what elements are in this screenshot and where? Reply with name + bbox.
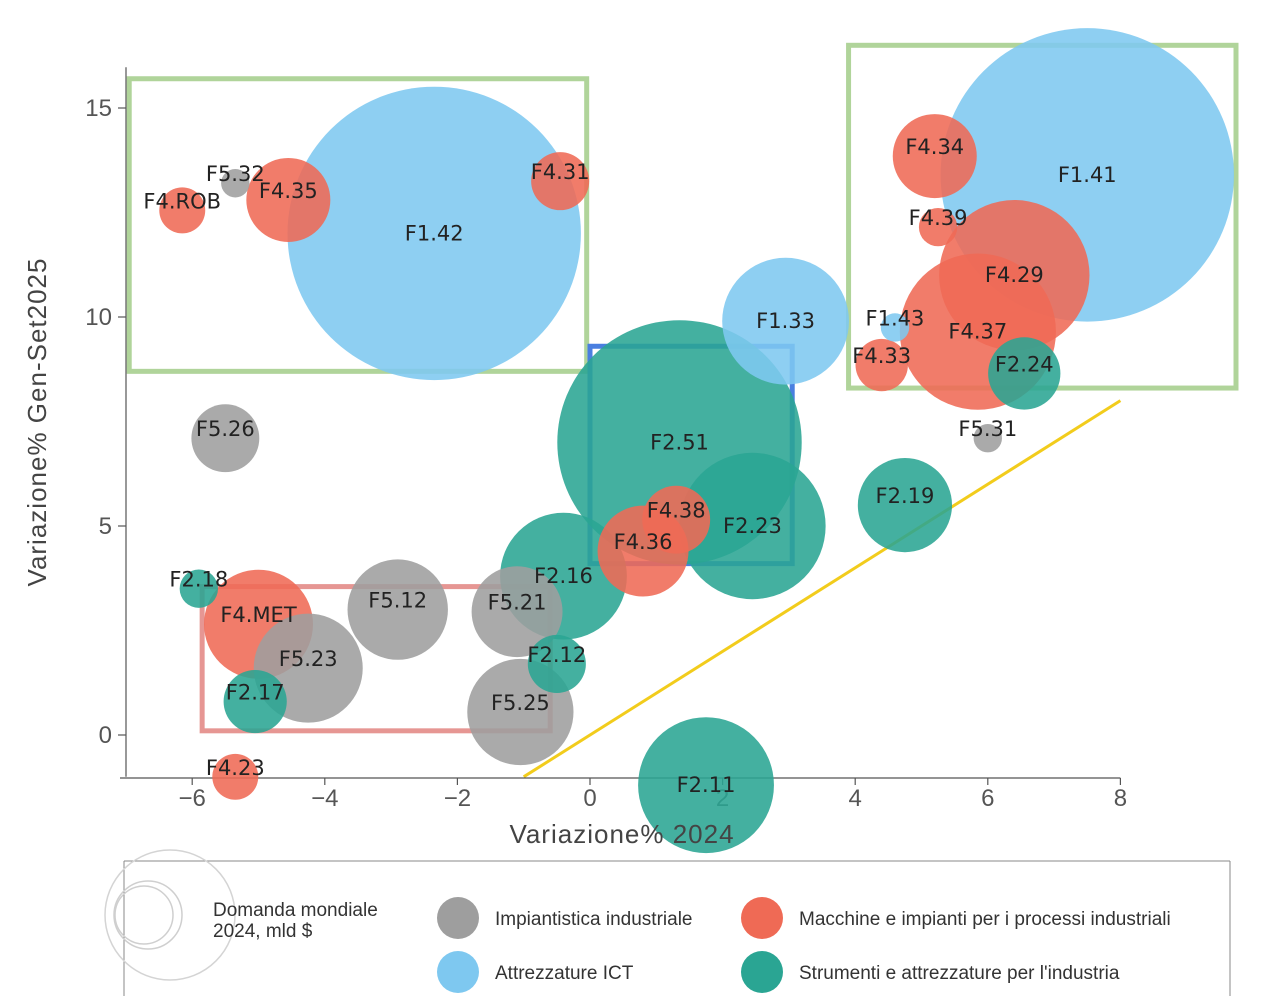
legend-label-teal: Strumenti e attrezzature per l'industria [799,963,1120,984]
y-tick-label: 10 [85,304,112,331]
bubble-f2-17 [223,669,287,734]
highlight-box [126,76,590,374]
x-tick-label: −2 [444,785,471,812]
point-label-f4-rob: F4.ROB [143,189,221,213]
point-label-f2-11: F2.11 [677,773,736,797]
bubble-f4-35 [246,157,331,242]
point-label-f1-41: F1.41 [1058,163,1117,187]
bubble-f2-11 [638,717,774,854]
bubble-f5-21 [471,566,563,658]
bubble-f1-33 [722,257,849,385]
legend: Domanda mondiale 2024, mld $ Impiantisti… [104,849,1231,996]
bubble-f4-39 [918,207,958,247]
point-label-f4-35: F4.35 [259,179,318,203]
point-labels: F1.42 F1.41 F2.51 F1.33 F4.29 F4.37 F2.23 F2.11… [143,135,1116,797]
bubble-f5-32 [221,169,250,198]
point-label-f4-36: F4.36 [614,530,673,554]
point-label-f5-25: F5.25 [491,691,550,715]
reference-line [522,399,1122,779]
x-tick-label: 0 [583,785,596,812]
x-tick-label: −4 [311,785,338,812]
y-tick-label: 0 [99,722,112,749]
bubbles [159,28,1234,854]
bubble-f2-19 [857,458,953,553]
point-label-f2-18: F2.18 [169,568,228,592]
point-label-f2-51: F2.51 [650,430,709,454]
legend-size-title-line1: Domanda mondiale [213,900,378,921]
legend-size-title-line2: 2024, mld $ [213,921,313,942]
x-axis-title: Variazione% 2024 [509,819,734,849]
bubble-f5-12 [347,559,448,660]
point-label-f5-12: F5.12 [368,589,427,613]
x-tick-label: 8 [1114,785,1127,812]
point-label-f4-38: F4.38 [647,499,706,523]
x-tick-label: 4 [849,785,862,812]
point-label-f2-24: F2.24 [995,352,1054,376]
point-label-f1-42: F1.42 [405,221,464,245]
bubble-f5-31 [973,424,1002,453]
point-label-f4-34: F4.34 [905,135,964,159]
point-label-f5-26: F5.26 [196,417,255,441]
legend-entries: Impiantistica industriale Macchine e impi… [437,897,1171,993]
point-label-f4-29: F4.29 [985,263,1044,287]
x-tick-label: 6 [981,785,994,812]
point-label-f4-37: F4.37 [948,320,1007,344]
point-label-f4-23: F4.23 [206,756,265,780]
point-label-f5-23: F5.23 [279,647,338,671]
bubble-f5-26 [191,404,260,473]
point-label-f5-31: F5.31 [958,417,1017,441]
y-tick-label: 5 [99,513,112,540]
point-label-f5-21: F5.21 [488,591,547,615]
point-label-f2-19: F2.19 [876,484,935,508]
bubble-f2-12 [527,634,586,693]
y-axis-title: Variazione% Gen-Set2025 [22,258,52,587]
point-label-f5-32: F5.32 [206,162,265,186]
point-label-f1-43: F1.43 [866,306,925,330]
bubble-f4-33 [855,338,908,392]
point-label-f1-33: F1.33 [756,309,815,333]
bubble-f2-24 [988,337,1061,410]
bubble-f1-42 [287,86,581,381]
point-label-f4-39: F4.39 [909,206,968,230]
bubble-f2-23 [679,452,826,600]
point-label-f2-12: F2.12 [527,643,586,667]
y-tick-label: 15 [85,95,112,122]
legend-label-red: Macchine e impianti per i processi indus… [799,909,1171,930]
bubble-f2-18 [179,569,219,608]
bubble-f4-23 [212,753,259,800]
legend-swatch-red [741,897,783,939]
point-label-f4-met: F4.MET [220,603,297,627]
point-label-f2-17: F2.17 [226,681,285,705]
legend-swatch-blue [437,951,479,993]
reference-line-group [522,399,1122,779]
bubble-f4-34 [892,114,977,199]
legend-label-blue: Attrezzature ICT [495,963,634,984]
point-label-f4-31: F4.31 [531,160,590,184]
bubble-f1-43 [880,313,910,342]
size-legend-circles-icon [104,849,236,981]
legend-label-gray: Impiantistica industriale [495,909,692,930]
axes [120,67,1121,779]
legend-swatch-gray [437,897,479,939]
point-label-f2-23: F2.23 [723,514,782,538]
bubble-f4-31 [531,152,590,211]
x-tick-label: −6 [179,785,206,812]
bubble-f4-38 [642,485,711,554]
point-label-f4-33: F4.33 [852,344,911,368]
bubble-f4-rob [159,187,206,234]
bubble-f4-29 [939,200,1090,351]
legend-swatch-teal [741,951,783,993]
point-label-f2-16: F2.16 [534,564,593,588]
